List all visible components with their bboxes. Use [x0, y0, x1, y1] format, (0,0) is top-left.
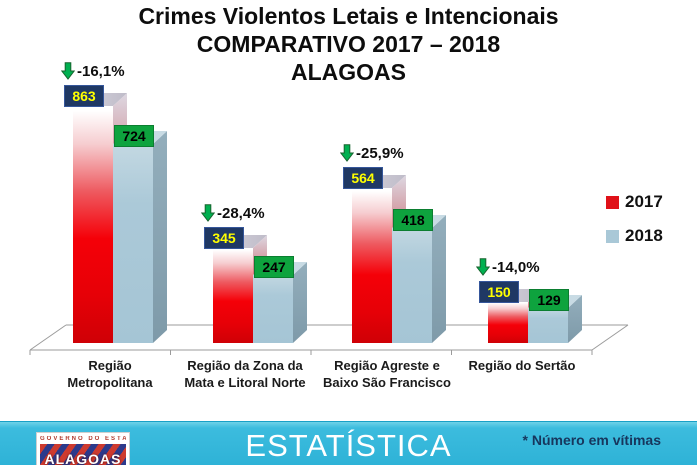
- value-label-2017: 150: [479, 281, 519, 303]
- bar-2018: [528, 308, 568, 343]
- category-label: Região Metropolitana: [67, 358, 153, 390]
- category-label: Região do Sertão: [468, 358, 576, 373]
- change-annotation: -14,0%: [476, 257, 540, 277]
- alagoas-government-logo: GOVERNO DO ESTADO ALAGOAS: [36, 432, 130, 465]
- bar-2017: [213, 248, 253, 343]
- logo-name: ALAGOAS: [44, 451, 122, 465]
- value-label-2017: 564: [343, 167, 383, 189]
- decrease-arrow-icon: [340, 144, 354, 162]
- bar-2018-side: [153, 131, 167, 343]
- legend-label: 2018: [625, 226, 663, 245]
- category-label: Região Agreste e Baixo São Francisco: [323, 358, 451, 390]
- change-percent-label: -14,0%: [492, 258, 540, 276]
- change-annotation: -28,4%: [201, 203, 265, 223]
- bar-2018: [392, 228, 432, 343]
- bar-2018-side: [293, 262, 307, 343]
- legend-item-2017: 2017: [606, 192, 663, 212]
- legend-label: 2017: [625, 192, 663, 211]
- bar-2018-side: [432, 215, 446, 343]
- bar-2018-side: [568, 295, 582, 343]
- banner-title: ESTATÍSTICA: [245, 428, 452, 463]
- decrease-arrow-icon: [476, 258, 490, 276]
- bar-2018: [113, 144, 153, 343]
- category-label: Região da Zona da Mata e Litoral Norte: [184, 358, 306, 390]
- footnote: * Número em vítimas: [522, 432, 662, 448]
- title-line-3: ALAGOAS: [291, 59, 406, 85]
- title-line-2: COMPARATIVO 2017 – 2018: [196, 31, 501, 57]
- value-label-2018: 129: [529, 289, 569, 311]
- change-annotation: -16,1%: [61, 61, 125, 81]
- logo-pattern: ALAGOAS: [40, 444, 126, 465]
- title-line-1: Crimes Violentos Letais e Intencionais: [138, 3, 559, 29]
- change-percent-label: -25,9%: [356, 144, 404, 162]
- legend-item-2018: 2018: [606, 226, 663, 246]
- value-label-2018: 418: [393, 209, 433, 231]
- value-label-2018: 724: [114, 125, 154, 147]
- change-percent-label: -16,1%: [77, 62, 125, 80]
- decrease-arrow-icon: [201, 204, 215, 222]
- decrease-arrow-icon: [61, 62, 75, 80]
- footer-banner: GOVERNO DO ESTADO ALAGOAS ESTATÍSTICA * …: [0, 421, 697, 465]
- change-annotation: -25,9%: [340, 143, 404, 163]
- legend-swatch: [606, 229, 619, 243]
- bar-2017: [488, 302, 528, 343]
- chart-legend: 2017 2018: [606, 192, 663, 260]
- legend-swatch: [606, 195, 619, 209]
- value-label-2018: 247: [254, 256, 294, 278]
- chart-title: Crimes Violentos Letais e Intencionais C…: [0, 2, 697, 86]
- change-percent-label: -28,4%: [217, 204, 265, 222]
- bar-2017: [73, 106, 113, 343]
- bar-2017: [352, 188, 392, 343]
- value-label-2017: 345: [204, 227, 244, 249]
- value-label-2017: 863: [64, 85, 104, 107]
- logo-top-text: GOVERNO DO ESTADO: [40, 436, 126, 442]
- bar-2018: [253, 275, 293, 343]
